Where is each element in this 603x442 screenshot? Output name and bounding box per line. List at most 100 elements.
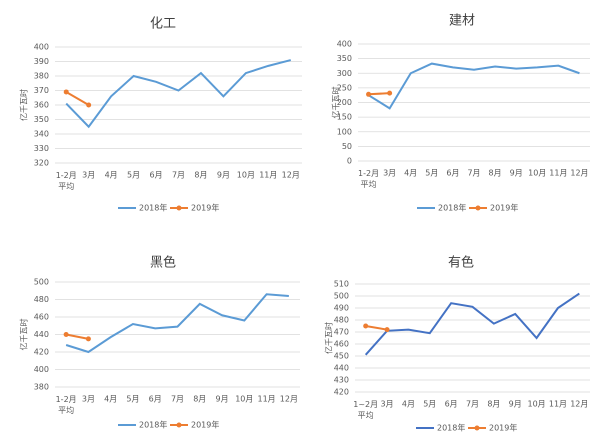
x-tick-label: 12月 xyxy=(570,169,588,178)
x-tick-label: 7月 xyxy=(466,400,479,409)
x-tick-label: 4月 xyxy=(404,169,417,178)
x-tick-label: 5月 xyxy=(127,171,140,180)
x-tick-label: 1-2月平均 xyxy=(358,169,379,189)
x-tick-label: 8月 xyxy=(194,171,207,180)
chart-title: 有色 xyxy=(448,255,474,271)
line-series xyxy=(368,62,580,110)
y-tick-label: 100 xyxy=(337,127,352,136)
x-tick-label: 8月 xyxy=(487,400,500,409)
y-tick-label: 380 xyxy=(34,383,49,392)
point xyxy=(366,91,372,97)
y-tick-label: 360 xyxy=(34,101,49,110)
y-tick-label: 460 xyxy=(334,340,349,349)
chart-title: 建材 xyxy=(449,14,475,29)
x-tick-label: 1-2月平均 xyxy=(56,395,77,415)
x-tick-label: 6月 xyxy=(149,171,162,180)
x-tick-label: 3月 xyxy=(82,395,95,404)
legend-label: 2018年 xyxy=(139,203,167,213)
x-tick-label: 5月 xyxy=(126,395,139,404)
legend-marker xyxy=(176,422,182,428)
x-tick-label: 10月 xyxy=(528,169,546,178)
y-tick-label: 400 xyxy=(34,365,49,374)
x-tick-label: 6月 xyxy=(149,395,162,404)
y-tick-label: 300 xyxy=(337,69,352,78)
y-tick-label: 480 xyxy=(334,316,349,325)
x-tick-label: 3月 xyxy=(82,171,95,180)
y-tick-label: 500 xyxy=(334,292,349,301)
y-tick-label: 440 xyxy=(34,330,49,339)
legend-label: 2018年 xyxy=(438,203,466,213)
y-tick-label: 350 xyxy=(337,54,352,63)
legend-label: 2019年 xyxy=(191,420,219,430)
legend-label: 2018年 xyxy=(139,420,167,430)
point xyxy=(384,327,390,333)
x-tick-label: 8月 xyxy=(489,169,502,178)
x-tick-label: 11月 xyxy=(259,171,277,180)
y-axis-label: 亿千瓦时 xyxy=(331,87,341,119)
x-tick-label: 10月 xyxy=(235,395,253,404)
point xyxy=(85,336,91,342)
legend-label: 2019年 xyxy=(490,203,518,213)
x-tick-label: 10月 xyxy=(237,171,255,180)
legend-marker xyxy=(474,425,480,431)
x-tick-label: 12月 xyxy=(280,395,298,404)
line-series xyxy=(65,59,292,129)
x-tick-label: 7月 xyxy=(171,395,184,404)
y-tick-label: 400 xyxy=(337,40,352,49)
x-tick-label: 3月 xyxy=(383,169,396,178)
y-tick-label: 350 xyxy=(34,115,49,124)
legend-marker xyxy=(176,205,182,211)
y-tick-label: 370 xyxy=(34,86,49,95)
x-tick-label: 4月 xyxy=(104,395,117,404)
y-tick-label: 250 xyxy=(337,83,352,92)
y-tick-label: 320 xyxy=(34,159,49,168)
y-tick-label: 150 xyxy=(337,113,352,122)
legend-marker xyxy=(475,205,481,211)
x-tick-label: 8月 xyxy=(193,395,206,404)
chart-title: 化工 xyxy=(150,17,176,32)
x-tick-label: 9月 xyxy=(217,171,230,180)
y-axis-label: 亿千瓦时 xyxy=(19,89,29,121)
x-tick-label: 6月 xyxy=(445,400,458,409)
x-tick-label: 12月 xyxy=(570,400,588,409)
x-tick-label: 5月 xyxy=(425,169,438,178)
line-series xyxy=(364,292,580,356)
x-tick-label: 7月 xyxy=(467,169,480,178)
line-series xyxy=(65,91,90,106)
y-tick-label: 500 xyxy=(34,278,49,287)
line-series xyxy=(365,325,388,331)
x-tick-label: 5月 xyxy=(423,400,436,409)
point xyxy=(63,89,69,95)
y-tick-label: 330 xyxy=(34,144,49,153)
point xyxy=(63,332,69,337)
x-tick-label: 9月 xyxy=(215,395,228,404)
y-tick-label: 510 xyxy=(334,280,349,289)
x-tick-label: 12月 xyxy=(282,171,300,180)
y-tick-label: 390 xyxy=(34,57,49,66)
y-tick-label: 200 xyxy=(337,98,352,107)
y-tick-label: 470 xyxy=(334,328,349,337)
y-tick-label: 0 xyxy=(347,157,352,166)
y-tick-label: 420 xyxy=(334,388,349,397)
x-tick-label: 9月 xyxy=(510,169,523,178)
y-tick-label: 380 xyxy=(34,72,49,81)
y-tick-label: 480 xyxy=(34,295,49,304)
y-axis-label: 亿千瓦时 xyxy=(19,319,29,351)
x-tick-label: 10月 xyxy=(527,400,545,409)
line-series xyxy=(65,333,89,340)
legend-label: 2019年 xyxy=(489,423,517,433)
x-tick-label: 9月 xyxy=(509,400,522,409)
x-tick-label: 7月 xyxy=(172,171,185,180)
y-tick-label: 400 xyxy=(34,43,49,52)
point xyxy=(363,323,369,329)
x-tick-label: 11月 xyxy=(257,395,275,404)
x-tick-label: 4月 xyxy=(105,171,118,180)
x-tick-label: 1~2月平均 xyxy=(353,400,378,420)
y-tick-label: 440 xyxy=(334,364,349,373)
point xyxy=(86,102,92,108)
x-tick-label: 1-2月平均 xyxy=(56,171,77,191)
